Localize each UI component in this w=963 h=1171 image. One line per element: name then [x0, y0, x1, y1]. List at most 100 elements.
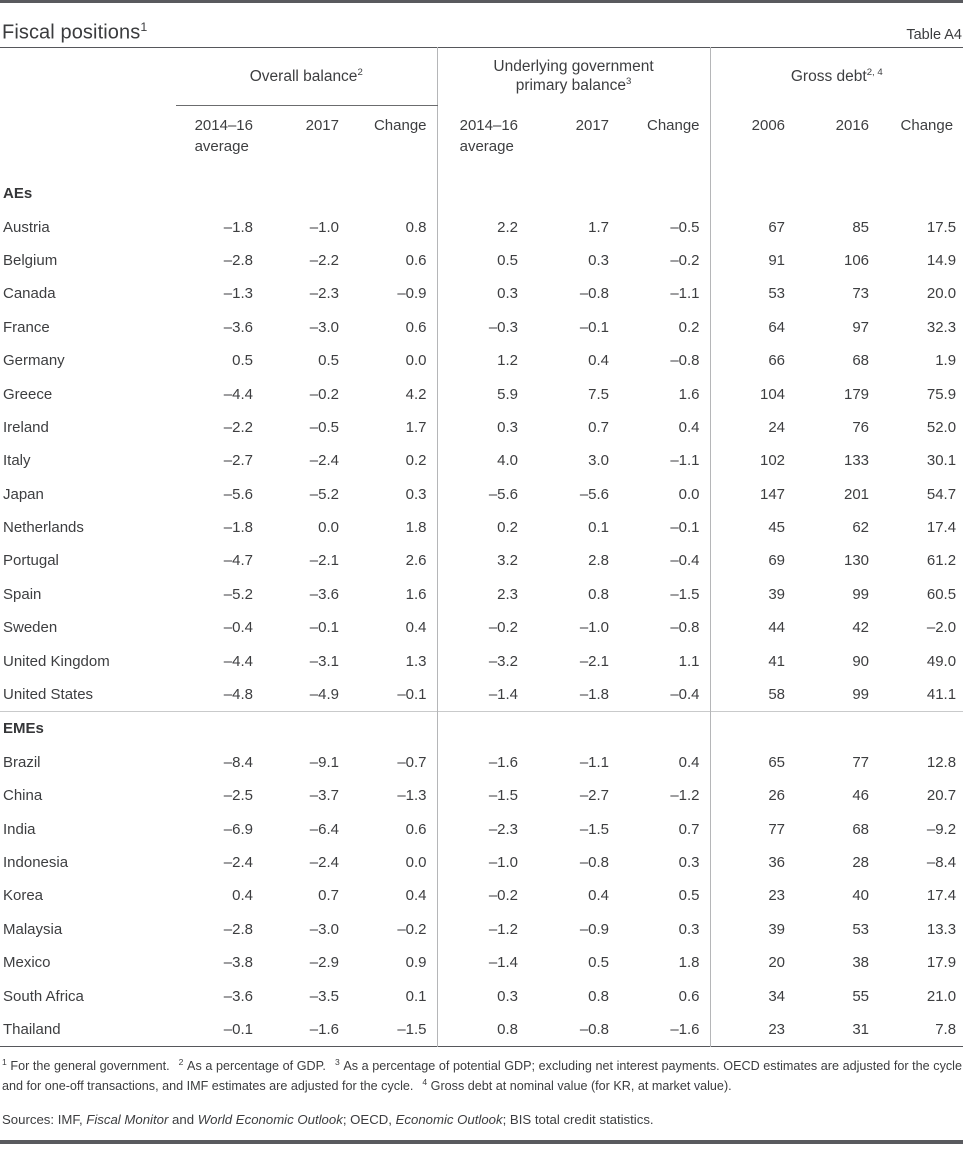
value-cell: 61.2 [926, 552, 957, 570]
source-title: World Economic Outlook [197, 1112, 343, 1128]
value-cell: 0.9 [405, 954, 427, 972]
value-cell: 2.3 [436, 577, 529, 612]
empty-cell [176, 711, 263, 746]
value-cell: 0.6 [405, 820, 427, 838]
value-cell: 0.2 [436, 510, 529, 545]
empty-cell [263, 177, 349, 210]
value-cell: –0.4 [670, 686, 700, 704]
empty-cell [619, 711, 711, 746]
country-cell: Netherlands [3, 519, 84, 537]
value-cell: 0.5 [678, 887, 700, 905]
country-cell: United States [3, 686, 94, 704]
value-cell: 0.4 [588, 352, 610, 370]
footnote-marker: 4 [422, 1076, 428, 1087]
value-cell: 2.8 [588, 552, 610, 570]
table-row: Spain –5.2 –3.6 1.6 2.3 0.8 –1.5 39 99 60.5 [0, 577, 963, 612]
value-cell: 12.8 [926, 753, 957, 771]
footnote-marker: 2 [178, 1056, 184, 1067]
value-cell: 68 [852, 352, 870, 370]
value-cell: –6.9 [223, 820, 253, 838]
col-header-ob-2017: 2017 [305, 117, 339, 134]
table-row: South Africa –3.6 –3.5 0.1 0.3 0.8 0.6 34 55 21.0 [0, 979, 963, 1013]
section-label: EMEs [0, 711, 176, 746]
value-cell: –9.2 [926, 820, 957, 838]
empty-cell [528, 177, 619, 210]
title-footnote-marker: 1 [140, 20, 148, 34]
value-cell: –0.5 [670, 218, 700, 236]
value-cell: 2.6 [405, 552, 427, 570]
value-cell: 0.8 [588, 585, 610, 603]
col-header-gd-2016: 2016 [835, 116, 870, 134]
source-title: Fiscal Monitor [86, 1112, 169, 1128]
country-cell: Korea [3, 887, 44, 905]
value-cell: 73 [852, 285, 870, 303]
page-title: Fiscal positions1 [2, 20, 147, 45]
value-cell: 1.7 [405, 418, 427, 436]
value-cell: –1.3 [223, 285, 253, 303]
value-cell: –0.2 [436, 879, 529, 913]
value-cell: 54.7 [926, 485, 957, 503]
value-cell: –1.0 [579, 619, 610, 637]
value-cell: 99 [852, 686, 870, 704]
value-cell: 7.5 [588, 385, 610, 403]
value-cell: –0.1 [397, 686, 427, 704]
value-cell: –5.6 [223, 485, 253, 503]
value-cell: 21.0 [926, 987, 957, 1005]
value-cell: –2.1 [579, 652, 610, 670]
value-cell: 99 [852, 585, 870, 603]
value-cell: 0.7 [318, 887, 339, 905]
empty-cell [349, 711, 438, 746]
empty-cell [709, 177, 796, 211]
value-cell: –0.8 [579, 854, 610, 871]
page-title-text: Fiscal positions [2, 21, 141, 44]
value-cell: 20 [709, 945, 796, 980]
value-cell: –2.0 [926, 619, 957, 637]
value-cell: 13.3 [926, 920, 957, 938]
value-cell: –0.4 [670, 552, 700, 570]
source-text: ; OECD, [342, 1112, 396, 1128]
value-cell: 0.4 [405, 619, 427, 637]
value-cell: –1.5 [579, 820, 610, 838]
value-cell: –1.6 [670, 1020, 700, 1038]
value-cell: 49.0 [926, 652, 957, 670]
value-cell: 0.8 [588, 987, 610, 1005]
value-cell: 0.7 [678, 820, 700, 838]
table-row: Canada –1.3 –2.3 –0.9 0.3 –0.8 –1.1 53 73 20.0 [0, 277, 963, 311]
value-cell: 0.4 [405, 887, 427, 905]
value-cell: 62 [852, 519, 870, 537]
value-cell: –3.6 [223, 318, 253, 336]
value-cell: –0.8 [579, 285, 610, 303]
empty-cell [879, 711, 963, 746]
value-cell: –1.8 [223, 519, 253, 537]
value-cell: 85 [852, 218, 870, 236]
value-cell: –2.9 [309, 954, 339, 972]
value-cell: –0.9 [397, 285, 427, 303]
value-cell: –1.0 [436, 845, 529, 880]
value-cell: 14.9 [926, 251, 957, 269]
value-cell: –8.4 [223, 753, 253, 771]
empty-cell [795, 711, 880, 746]
country-cell: France [3, 318, 50, 336]
bottom-rule [0, 1140, 963, 1145]
value-cell: –2.4 [309, 452, 339, 470]
empty-cell [879, 177, 963, 210]
fiscal-positions-table: Overall balance2 Underlying government p… [0, 47, 963, 1048]
value-cell: 0.4 [678, 753, 700, 771]
value-cell: 17.4 [926, 519, 957, 537]
table-row: Italy –2.7 –2.4 0.2 4.0 3.0 –1.1 102 133 30.1 [0, 444, 963, 478]
value-cell: –0.9 [579, 920, 610, 938]
value-cell: –1.1 [579, 753, 610, 771]
value-cell: 1.1 [678, 652, 700, 670]
column-group-underlying-primary-balance: Underlying government primary balance3 [436, 47, 711, 106]
value-cell: 147 [709, 477, 796, 511]
value-cell: 30.1 [926, 452, 957, 470]
value-cell: 26 [709, 779, 796, 813]
value-cell: 41.1 [926, 686, 957, 704]
value-cell: 66 [709, 343, 796, 378]
value-cell: –0.2 [670, 251, 700, 269]
table-row: Mexico –3.8 –2.9 0.9 –1.4 0.5 1.8 20 38 17.9 [0, 945, 963, 980]
value-cell: –3.1 [309, 652, 339, 670]
country-cell: Brazil [3, 753, 41, 771]
value-cell: –0.1 [670, 519, 700, 537]
value-cell: –1.6 [309, 1020, 339, 1038]
